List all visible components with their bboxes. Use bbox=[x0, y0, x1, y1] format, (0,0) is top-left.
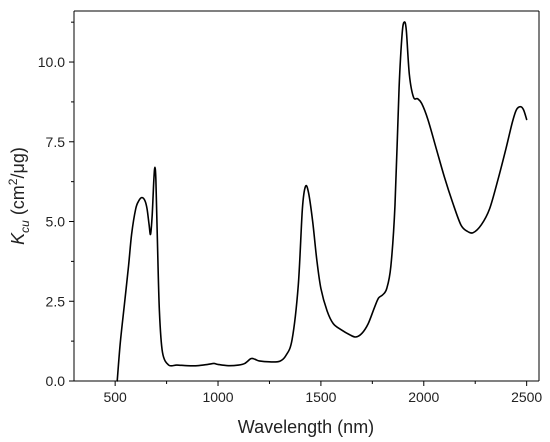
y-tick-label: 5.0 bbox=[46, 214, 66, 230]
x-tick-label: 1000 bbox=[202, 389, 233, 405]
x-ticks: 500 1000 1500 2000 2500 bbox=[103, 381, 542, 405]
y-axis-symbol: K bbox=[8, 232, 28, 245]
x-tick-label: 500 bbox=[103, 389, 127, 405]
y-tick-label: 7.5 bbox=[46, 134, 66, 150]
plot-area bbox=[73, 10, 540, 382]
x-tick-label: 2000 bbox=[408, 389, 439, 405]
x-tick-label: 2500 bbox=[511, 389, 542, 405]
y-tick-label: 0.0 bbox=[46, 373, 66, 389]
x-tick-label: 1500 bbox=[305, 389, 336, 405]
y-axis-unit-before: (cm bbox=[8, 185, 28, 220]
y-axis-title: Kcu (cm2/μg) bbox=[6, 147, 32, 245]
y-axis-unit-after: /μg) bbox=[8, 147, 28, 178]
x-axis-title: Wavelength (nm) bbox=[238, 417, 374, 437]
y-ticks: 0.0 2.5 5.0 7.5 10.0 bbox=[38, 21, 74, 389]
y-axis-subscript: cu bbox=[18, 220, 32, 233]
y-tick-label: 10.0 bbox=[38, 54, 65, 70]
series-line-0 bbox=[116, 21, 528, 382]
y-tick-label: 2.5 bbox=[46, 293, 66, 309]
y-axis-superscript: 2 bbox=[6, 178, 20, 185]
series-layer bbox=[116, 21, 528, 382]
